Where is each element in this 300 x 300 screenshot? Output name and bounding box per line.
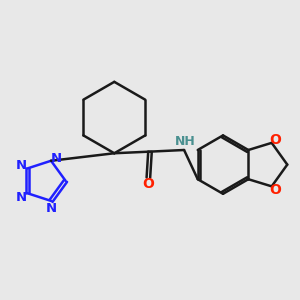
Text: O: O [270,183,281,196]
Text: N: N [15,159,26,172]
Text: N: N [46,202,57,214]
Text: N: N [51,152,62,165]
Text: NH: NH [175,135,196,148]
Text: O: O [142,177,154,191]
Text: N: N [15,190,26,204]
Text: O: O [270,133,281,147]
